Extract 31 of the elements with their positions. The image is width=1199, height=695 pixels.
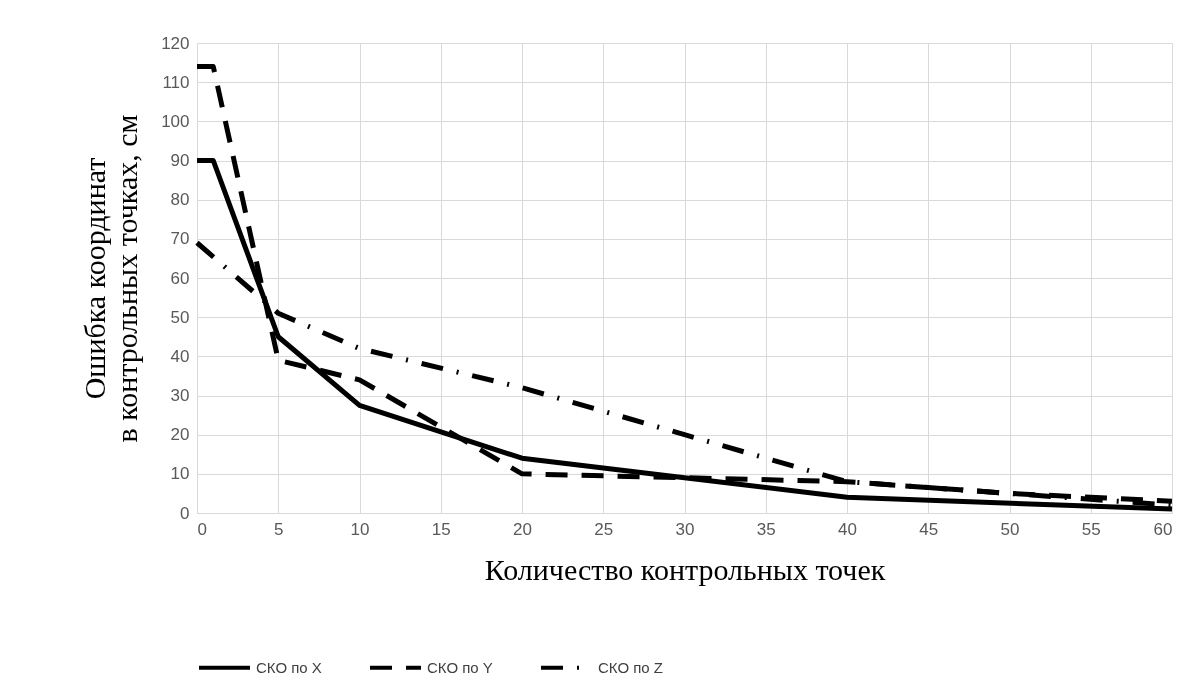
legend-label: СКО по Z — [598, 658, 664, 676]
x-axis-title: Количество контрольных точек — [484, 552, 886, 586]
legend-label: СКО по Y — [427, 658, 493, 676]
y-tick-label: 80 — [170, 190, 190, 210]
y-tick-label: 120 — [161, 33, 190, 53]
x-tick-label: 55 — [1081, 519, 1101, 539]
y-tick-label: 60 — [170, 268, 190, 288]
x-tick-label: 20 — [513, 519, 532, 539]
x-tick-label: 40 — [838, 519, 857, 539]
y-axis-title: Ошибка координат в контрольных точках, см — [78, 114, 144, 443]
y-tick-label: 100 — [161, 111, 190, 131]
x-tick-label: 35 — [756, 519, 776, 539]
legend-label: СКО по X — [256, 658, 322, 676]
x-tick-label: 30 — [675, 519, 695, 539]
y-tick-label: 20 — [170, 425, 190, 445]
y-tick-label: 70 — [170, 229, 190, 249]
x-tick-label: 45 — [919, 519, 939, 539]
x-tick-label: 0 — [197, 519, 207, 539]
y-tick-label: 0 — [180, 503, 190, 523]
x-tick-label: 60 — [1153, 519, 1173, 539]
x-tick-label: 25 — [594, 519, 614, 539]
x-tick-label: 5 — [274, 519, 284, 539]
y-tick-label: 40 — [170, 346, 190, 366]
y-tick-label: 30 — [170, 386, 190, 405]
y-tick-label: 10 — [170, 464, 190, 484]
x-tick-label: 15 — [431, 519, 451, 539]
x-tick-label: 10 — [350, 519, 370, 539]
y-tick-label: 50 — [170, 307, 190, 327]
y-tick-label: 110 — [162, 72, 190, 92]
y-tick-label: 90 — [170, 151, 190, 170]
x-tick-label: 50 — [1000, 519, 1020, 539]
